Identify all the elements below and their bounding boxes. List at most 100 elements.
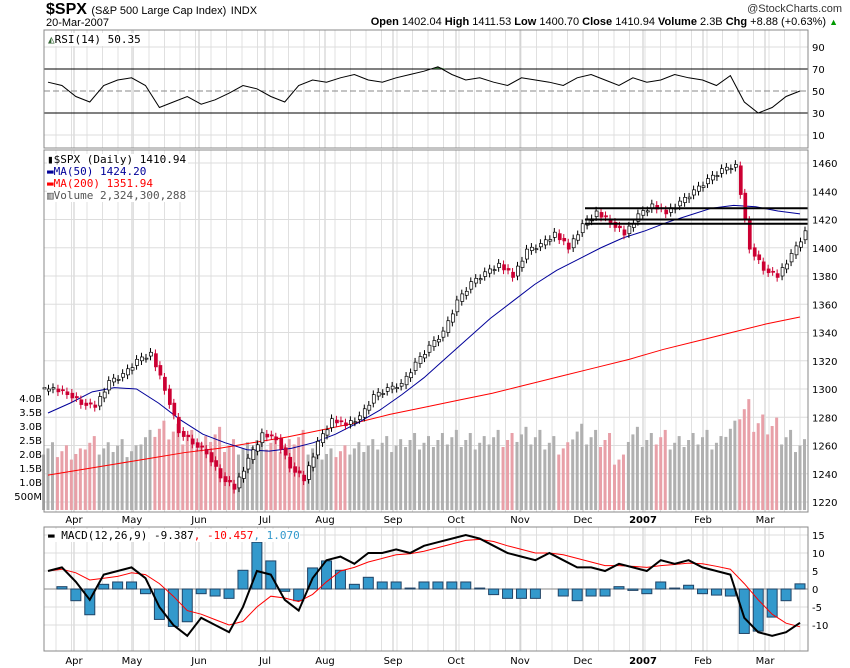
- volume-bar: [538, 429, 542, 510]
- quote-line: Open 1402.04 High 1411.53 Low 1400.70 Cl…: [371, 16, 838, 28]
- candle-body: [530, 246, 534, 251]
- volume-bar: [334, 457, 338, 510]
- candle-icon: ▮: [47, 153, 54, 166]
- candle-body: [548, 239, 553, 242]
- macd-histogram-bar: [348, 583, 360, 590]
- price-tick-label: 1420: [812, 216, 837, 227]
- volume-bar: [608, 433, 612, 510]
- candle-body: [321, 433, 325, 444]
- volume-bar: [213, 434, 217, 510]
- macd-histogram-bar: [599, 588, 611, 597]
- candle-body: [209, 452, 214, 463]
- volume-bar: [385, 436, 389, 510]
- candle-body: [79, 399, 84, 405]
- macd-tick-label: 0: [812, 585, 818, 596]
- candle-body: [599, 212, 604, 218]
- volume-bar: [199, 442, 203, 510]
- volume-bar: [338, 451, 342, 510]
- x-tick-label-bottom: Nov: [510, 656, 530, 667]
- macd-histogram-bar: [613, 586, 625, 590]
- volume-bar: [46, 448, 50, 510]
- volume-bar: [747, 399, 751, 510]
- volume-bar: [273, 436, 277, 510]
- candle-body: [237, 476, 242, 489]
- volume-bar: [264, 449, 268, 510]
- candle-body: [288, 456, 293, 469]
- x-tick-label: Mar: [756, 515, 776, 526]
- x-tick-label-bottom: May: [122, 656, 143, 667]
- rsi-tick-label: 90: [812, 43, 825, 54]
- candle-body: [483, 271, 488, 277]
- candle-body: [645, 210, 650, 213]
- volume-tick-label: 2.0B: [19, 450, 42, 461]
- macd-histogram-bar: [56, 586, 68, 590]
- x-tick-label: May: [122, 515, 143, 526]
- candle-body: [181, 431, 186, 437]
- candle-body: [107, 380, 112, 391]
- volume-bar: [547, 442, 551, 510]
- volume-bar: [654, 444, 658, 510]
- volume-bar: [292, 444, 296, 510]
- candle-body: [511, 271, 515, 278]
- legend-volume-text: Volume 2,324,300,288: [53, 189, 187, 202]
- price-tick-label: 1280: [812, 413, 837, 424]
- macd-legend: ▬ MACD(12,26,9) -9.387, -10.457, 1.070: [48, 529, 300, 542]
- macd-histogram-bar: [697, 588, 709, 595]
- candle-body: [757, 254, 762, 261]
- x-tick-label-bottom: Aug: [315, 656, 335, 667]
- volume-bar: [626, 441, 630, 510]
- volume-bar: [445, 444, 449, 510]
- candle-body: [715, 175, 720, 178]
- up-arrow-icon: ▲: [829, 17, 838, 27]
- candle-body: [61, 389, 65, 392]
- candle-body: [747, 220, 752, 250]
- price-tick-label: 1440: [812, 187, 837, 198]
- volume-bar: [496, 429, 500, 510]
- x-tick-label: Feb: [694, 515, 712, 526]
- candle-body: [140, 356, 144, 362]
- volume-bar: [204, 436, 208, 510]
- candle-body: [474, 278, 479, 284]
- legend-price: ▮$SPX (Daily) 1410.94: [47, 154, 186, 166]
- volume-bar: [92, 436, 96, 510]
- candle-body: [297, 470, 302, 474]
- candle-body: [307, 465, 311, 480]
- candle-body: [279, 438, 284, 450]
- candle-body: [423, 354, 427, 359]
- volume-bar: [696, 444, 700, 510]
- volume-bar: [571, 439, 575, 510]
- candle-body: [506, 268, 511, 271]
- volume-bar: [631, 434, 635, 510]
- candle-body: [641, 210, 646, 216]
- volume-bar: [102, 448, 106, 510]
- exchange: INDX: [230, 5, 258, 17]
- volume-bar: [315, 442, 319, 510]
- volume-bar: [603, 440, 607, 510]
- volume-bar: [390, 452, 394, 510]
- volume-bar: [422, 442, 426, 510]
- price-tick-label: 1300: [812, 385, 837, 396]
- panel-frame: [43, 526, 809, 652]
- candle-body: [576, 234, 581, 241]
- macd-histogram-bar: [641, 588, 653, 595]
- candle-body: [520, 260, 525, 268]
- volume-bar: [329, 448, 333, 510]
- volume-tick-label: 1.0B: [19, 478, 42, 489]
- signal-value: -10.457: [206, 529, 254, 542]
- candle-body: [446, 320, 451, 333]
- volume-bar: [69, 459, 73, 510]
- macd-histogram-bar: [153, 588, 165, 620]
- volume-tick-label: 3.0B: [19, 422, 42, 433]
- x-tick-label: Dec: [573, 515, 592, 526]
- candle-body: [395, 387, 399, 389]
- candle-body: [167, 388, 172, 405]
- candle-body: [269, 434, 274, 437]
- candle-body: [502, 264, 506, 271]
- candle-body: [121, 373, 125, 378]
- macd-tick-label: -10: [812, 621, 828, 632]
- volume-bar: [283, 445, 287, 510]
- macd-histogram-bar: [139, 588, 151, 595]
- macd-histogram-bar: [376, 581, 388, 590]
- candle-body: [497, 262, 501, 268]
